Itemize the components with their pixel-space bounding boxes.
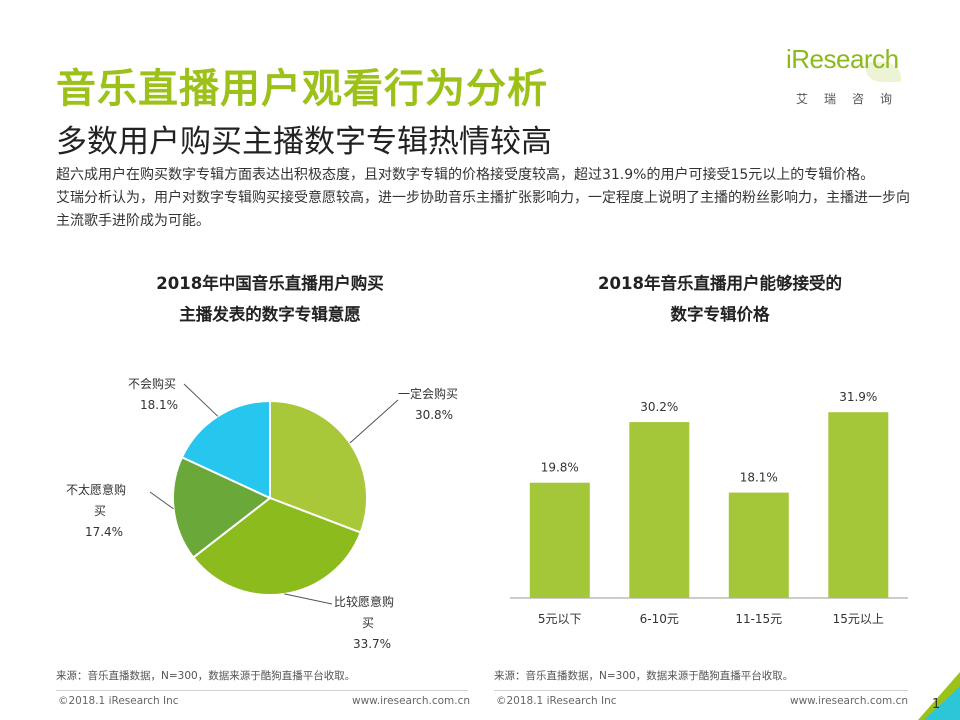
page-subtitle: 多数用户购买主播数字专辑热情较高 [56, 124, 552, 160]
pie-label-fairly-willing-line-2: 买 [362, 616, 374, 630]
footer-divider-left [56, 690, 468, 691]
footer-url-right[interactable]: www.iresearch.com.cn [790, 695, 909, 707]
bar-value-label-11-15: 18.1% [740, 471, 778, 485]
footer-copyright-left: ©2018.1 iResearch Inc [58, 695, 179, 707]
bar-chart-title: 2018年音乐直播用户能够接受的 数字专辑价格 [530, 268, 910, 330]
pie-value-will-not-buy: 18.1% [140, 398, 178, 412]
bar-11-15 [728, 492, 789, 598]
pie-label-not-very-willing-line-2: 买 [94, 504, 106, 518]
pie-label-will-buy-line-1: 一定会购买 [398, 386, 458, 401]
footer-url-left[interactable]: www.iresearch.com.cn [352, 695, 471, 707]
corner-decoration-cyan [924, 686, 960, 720]
pie-leader-line-not-very-willing [149, 491, 174, 510]
bar-value-label-under-5: 19.8% [541, 461, 579, 475]
page-number: 1 [932, 697, 941, 712]
bar-chart-title-line-2: 数字专辑价格 [670, 305, 770, 324]
iresearch-logo: iResearch 艾瑞咨询 [786, 44, 910, 110]
pie-chart-source: 来源：音乐直播数据，N=300，数据来源于酷狗直播平台收取。 [56, 670, 356, 682]
bar-over-15 [828, 412, 889, 598]
pie-value-fairly-willing: 33.7% [353, 637, 391, 651]
bar-chart-title-line-1: 2018年音乐直播用户能够接受的 [598, 274, 842, 293]
description-paragraph-1: 超六成用户在购买数字专辑方面表达出积极态度，且对数字专辑的价格接受度较高，超过3… [56, 167, 875, 183]
pie-slice-fairly-willing [191, 496, 362, 596]
pie-label-not-very-willing-line-1: 不太愿意购 [66, 482, 126, 497]
logo-wordmark: iResearch [786, 44, 899, 74]
bar-value-label-over-15: 31.9% [839, 390, 877, 404]
logo-chinese-name: 艾瑞咨询 [796, 92, 909, 106]
logo-leaf-icon [865, 62, 901, 82]
pie-value-will-buy: 30.8% [415, 408, 453, 422]
pie-slice-will-buy [269, 399, 368, 534]
pie-slice-not-very-willing [172, 455, 272, 559]
description: 超六成用户在购买数字专辑方面表达出积极态度，且对数字专辑的价格接受度较高，超过3… [56, 164, 916, 233]
pie-leader-line-will-not-buy [183, 383, 219, 417]
bar-category-label-under-5: 5元以下 [538, 612, 582, 626]
page-title: 音乐直播用户观看行为分析 [56, 66, 548, 112]
bar-category-label-11-15: 11-15元 [735, 612, 782, 626]
footer-copyright-right: ©2018.1 iResearch Inc [496, 695, 617, 707]
bar-category-label-over-15: 15元以上 [833, 612, 884, 626]
bar-category-label-6-10: 6-10元 [640, 612, 679, 626]
bar-6-10 [629, 422, 690, 598]
footer-divider-right [494, 690, 908, 691]
description-paragraph-2: 艾瑞分析认为，用户对数字专辑购买接受意愿较高，进一步协助音乐主播扩张影响力，一定… [56, 190, 910, 229]
pie-chart-title: 2018年中国音乐直播用户购买 主播发表的数字专辑意愿 [100, 268, 440, 330]
pie-value-not-very-willing: 17.4% [85, 525, 123, 539]
pie-chart: 一定会购买30.8%比较愿意购买33.7%不太愿意购买17.4%不会购买18.1… [66, 376, 458, 651]
bar-chart: 19.8% 5元以下 30.2% 6-10元 18.1% 11-15元 31.9% 15元以上 [510, 390, 908, 626]
pie-chart-title-line-1: 2018年中国音乐直播用户购买 [156, 274, 384, 293]
bar-chart-source: 来源：音乐直播数据，N=300，数据来源于酷狗直播平台收取。 [494, 670, 794, 682]
pie-label-fairly-willing-line-1: 比较愿意购 [334, 594, 394, 609]
pie-leader-line-will-buy [349, 399, 399, 444]
pie-leader-line-fairly-willing [284, 593, 333, 605]
pie-chart-title-line-2: 主播发表的数字专辑意愿 [179, 305, 361, 324]
pie-label-will-not-buy-line-1: 不会购买 [128, 376, 176, 391]
bar-value-label-6-10: 30.2% [640, 400, 678, 414]
bar-under-5 [529, 482, 590, 598]
